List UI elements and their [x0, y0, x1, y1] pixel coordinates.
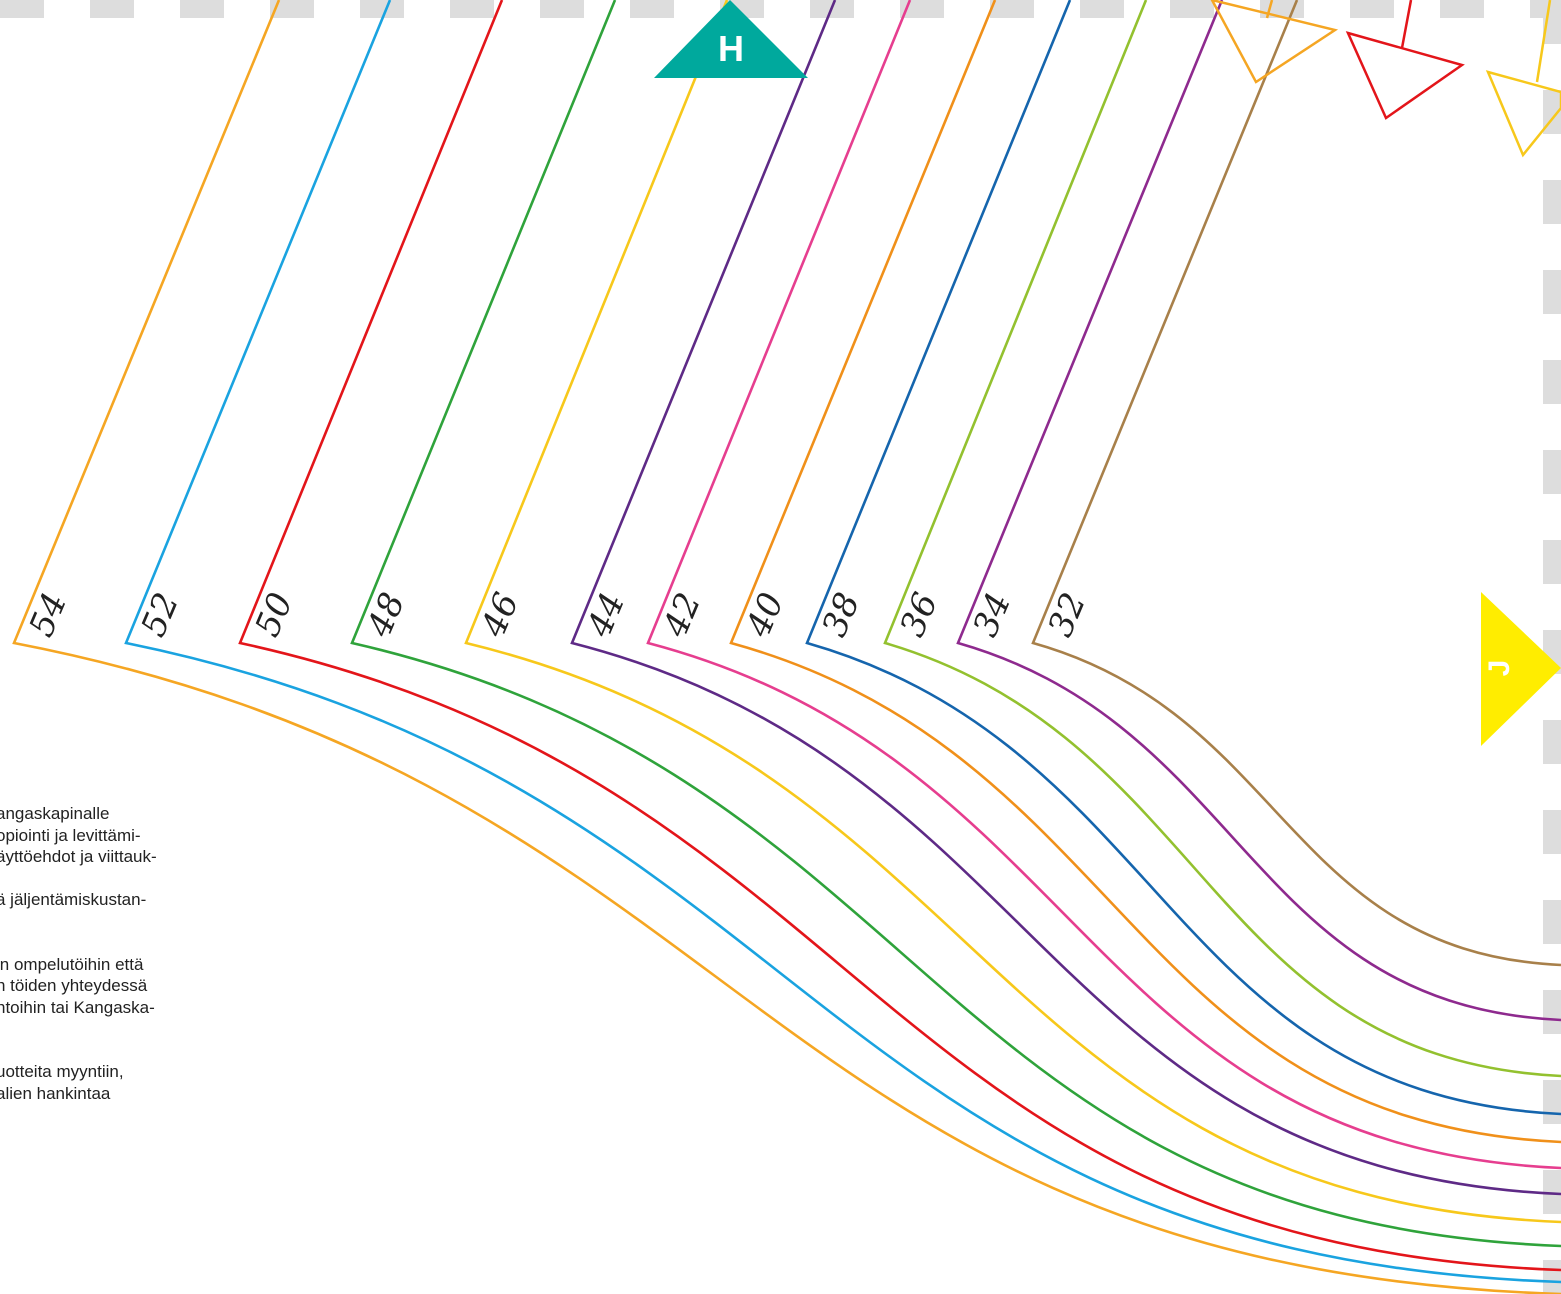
notch-yellow-triangle	[1485, 70, 1561, 158]
notch-red-stem	[1400, 0, 1413, 49]
notes-line: alien hankintaa	[0, 1083, 111, 1103]
size-line-48	[350, 0, 1561, 1248]
notch-red-triangle	[1345, 31, 1465, 120]
size-label-36: 36	[892, 587, 946, 642]
size-labels: 54 52 50 48 46 44 42 40 38 36 34 32	[21, 587, 1094, 643]
size-label-38: 38	[814, 587, 868, 642]
size-line-40	[729, 0, 1561, 1144]
notes-line	[0, 932, 246, 954]
size-label-50: 50	[247, 587, 301, 642]
notes-line: ä jäljentämiskustan-	[0, 890, 147, 909]
size-label-44: 44	[579, 587, 633, 643]
notes-line	[0, 911, 246, 933]
notes-line: ntoihin tai Kangaska-	[0, 997, 155, 1017]
notes-line	[0, 868, 246, 890]
marker-j-label: J	[1483, 660, 1516, 677]
marker-j: J	[1481, 592, 1561, 746]
marker-h: H	[654, 0, 808, 78]
size-label-46: 46	[473, 587, 527, 643]
usage-notes-text: angaskapinalle opiointi ja levittämi-äytt…	[0, 803, 246, 1104]
size-line-52	[124, 0, 1561, 1284]
size-line-50	[238, 0, 1561, 1272]
notes-line	[0, 1040, 246, 1062]
size-line-38	[805, 0, 1561, 1116]
size-line-42	[646, 0, 1561, 1170]
size-label-34: 34	[965, 587, 1019, 642]
notes-line: opiointi ja levittämi-	[0, 825, 141, 845]
size-line-32	[1031, 0, 1561, 967]
size-grading-lines	[12, 0, 1561, 1294]
notch-yellow-stem	[1535, 0, 1552, 83]
notch-orange-triangle	[1210, 0, 1339, 84]
size-label-42: 42	[655, 587, 709, 643]
notch-marks	[1210, 0, 1561, 158]
size-label-32: 32	[1040, 587, 1094, 642]
marker-h-label: H	[718, 28, 744, 69]
size-label-54: 54	[21, 587, 75, 642]
size-label-40: 40	[738, 587, 792, 643]
size-line-54	[12, 0, 1561, 1294]
notes-line: angaskapinalle	[0, 804, 110, 823]
marker-j-triangle	[1481, 592, 1561, 746]
notch-orange-stem	[1265, 0, 1274, 19]
size-line-46	[464, 0, 1561, 1224]
notes-line	[0, 1018, 246, 1040]
size-label-48: 48	[359, 587, 413, 643]
notes-line: uotteita myyntiin,	[0, 1062, 124, 1081]
size-label-52: 52	[133, 587, 187, 642]
size-line-36	[883, 0, 1561, 1078]
size-line-34	[956, 0, 1561, 1022]
notes-line: n töiden yhteydessä	[0, 976, 148, 995]
marker-h-triangle	[654, 0, 808, 78]
size-line-44	[570, 0, 1561, 1196]
notes-line: äyttöehdot ja viittauk-	[0, 847, 157, 866]
notes-line: in ompelutöihin että	[0, 954, 144, 974]
